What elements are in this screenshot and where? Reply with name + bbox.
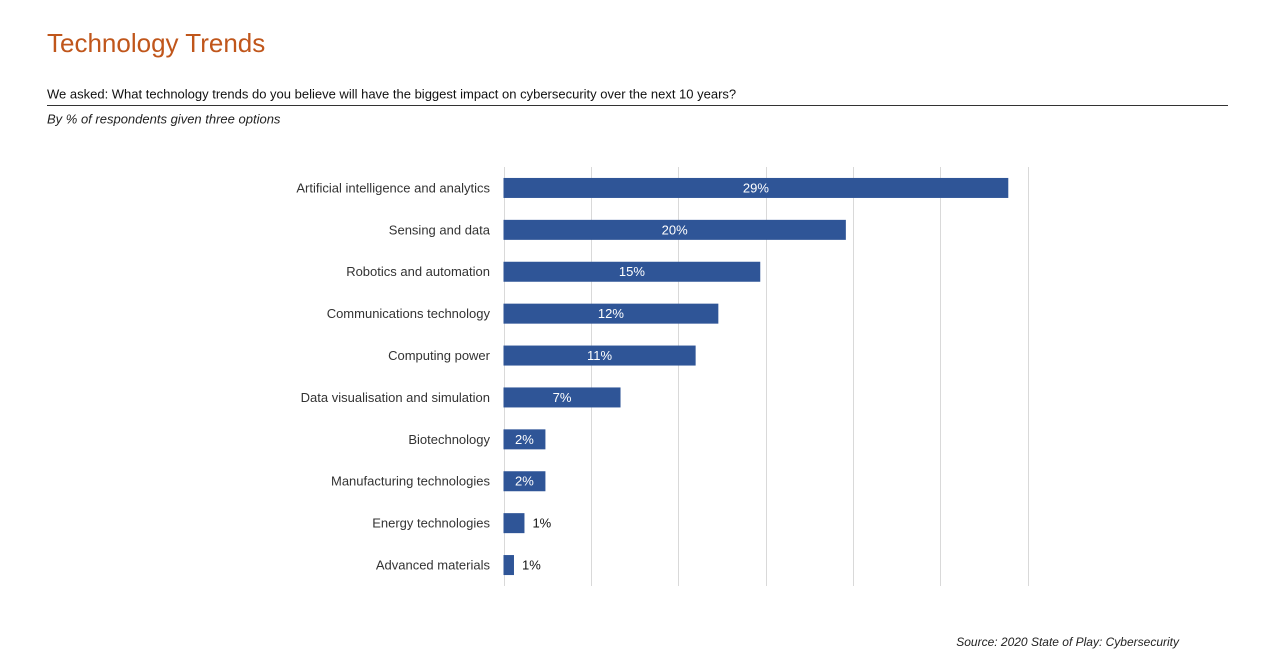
bar — [503, 345, 696, 366]
bar — [503, 219, 846, 240]
bar — [503, 429, 546, 450]
y-tick-label: Manufacturing technologies — [331, 474, 490, 489]
y-tick-label: Sensing and data — [389, 222, 491, 237]
bar — [503, 387, 621, 408]
chart-subtitle: We asked: What technology trends do you … — [47, 86, 736, 101]
bar — [503, 303, 719, 324]
chart-source: Source: 2020 State of Play: Cybersecurit… — [956, 635, 1180, 649]
bar — [503, 471, 546, 492]
value-label: 20% — [662, 222, 688, 237]
y-tick-label: Energy technologies — [372, 516, 490, 531]
y-tick-label: Communications technology — [327, 306, 491, 321]
y-tick-label: Artificial intelligence and analytics — [296, 180, 490, 195]
value-label: 29% — [743, 180, 769, 195]
y-tick-label: Data visualisation and simulation — [301, 390, 490, 405]
value-label: 12% — [598, 306, 624, 321]
chart-note: By % of respondents given three options — [47, 111, 281, 126]
value-label: 7% — [553, 390, 572, 405]
value-label: 1% — [522, 557, 541, 572]
y-tick-label: Biotechnology — [408, 432, 490, 447]
bar — [503, 555, 514, 576]
value-label: 2% — [515, 474, 534, 489]
bar — [503, 513, 525, 534]
y-tick-label: Advanced materials — [376, 557, 491, 572]
chart-title: Technology Trends — [47, 28, 265, 58]
bar — [503, 177, 1009, 198]
value-label: 2% — [515, 432, 534, 447]
value-label: 11% — [587, 348, 612, 363]
value-label: 15% — [619, 264, 645, 279]
y-tick-label: Computing power — [388, 348, 491, 363]
y-tick-label: Robotics and automation — [346, 264, 490, 279]
value-label: 1% — [532, 516, 551, 531]
bar — [503, 261, 761, 282]
